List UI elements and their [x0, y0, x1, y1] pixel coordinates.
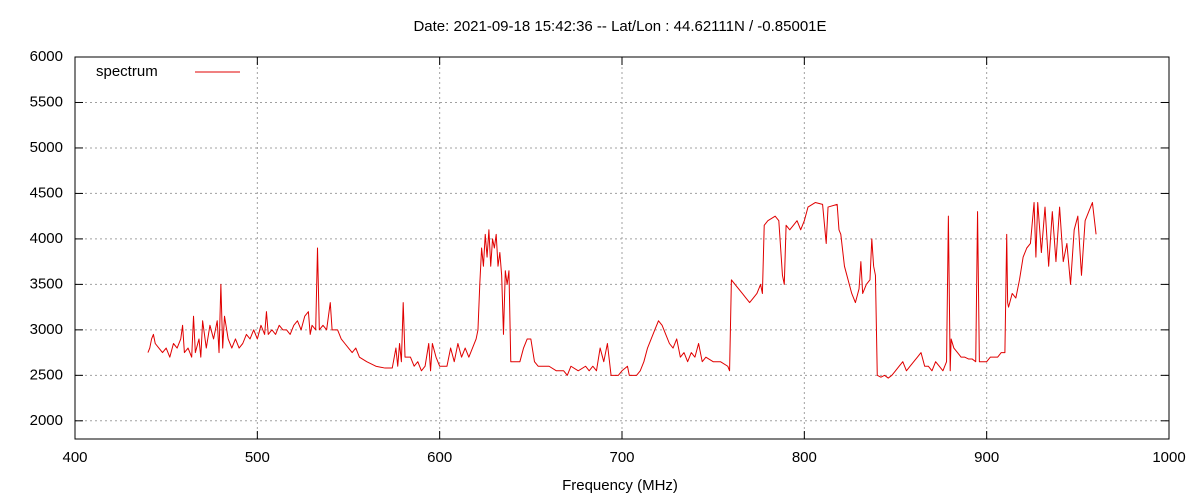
- x-axis-label: Frequency (MHz): [562, 477, 678, 494]
- chart-title: Date: 2021-09-18 15:42:36 -- Lat/Lon : 4…: [413, 18, 826, 35]
- y-tick-label: 5500: [30, 93, 63, 110]
- y-tick-label: 5000: [30, 139, 63, 156]
- x-tick-label: 400: [62, 449, 87, 466]
- y-tick-label: 3500: [30, 275, 63, 292]
- y-tick-label: 4500: [30, 184, 63, 201]
- y-tick-label: 2000: [30, 412, 63, 429]
- legend-label: spectrum: [96, 63, 158, 80]
- spectrum-line: [147, 202, 1097, 379]
- x-tick-label: 800: [792, 449, 817, 466]
- x-tick-label: 1000: [1152, 449, 1185, 466]
- y-tick-label: 2500: [30, 366, 63, 383]
- y-tick-label: 6000: [30, 48, 63, 65]
- x-tick-label: 500: [245, 449, 270, 466]
- y-tick-label: 4000: [30, 230, 63, 247]
- x-tick-label: 900: [974, 449, 999, 466]
- x-tick-label: 600: [427, 449, 452, 466]
- y-tick-label: 3000: [30, 321, 63, 338]
- x-tick-label: 700: [609, 449, 634, 466]
- plot-border: [74, 56, 1170, 440]
